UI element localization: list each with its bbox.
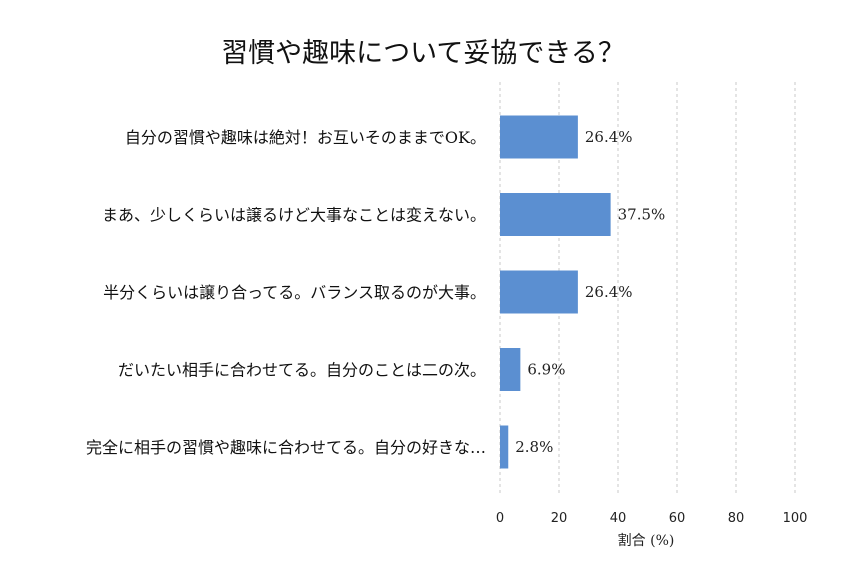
- value-label: 6.9%: [527, 361, 565, 379]
- x-axis-ticks: 0 20 40 60 80 100: [496, 511, 808, 526]
- bar: [500, 193, 611, 236]
- value-labels: 26.4% 37.5% 26.4% 6.9% 2.8%: [515, 128, 665, 456]
- category-label: だいたい相手に合わせてる。自分のことは二の次。: [118, 361, 486, 380]
- value-label: 37.5%: [618, 206, 666, 224]
- x-axis-label: 割合 (%): [618, 532, 675, 549]
- bar: [500, 270, 578, 314]
- bars: [500, 115, 611, 469]
- value-label: 26.4%: [585, 283, 633, 301]
- bar: [500, 115, 578, 159]
- category-label: 完全に相手の習慣や趣味に合わせてる。自分の好きな…: [86, 438, 486, 457]
- x-tick-label: 100: [783, 511, 808, 526]
- x-tick-label: 20: [551, 511, 568, 526]
- chart-title: 習慣や趣味について妥協できる？: [221, 38, 625, 69]
- x-tick-label: 0: [496, 511, 504, 526]
- x-tick-label: 40: [610, 511, 627, 526]
- bar: [500, 425, 509, 469]
- category-label: まあ、少しくらいは譲るけど大事なことは変えない。: [102, 206, 486, 225]
- value-label: 2.8%: [515, 438, 553, 456]
- x-tick-label: 80: [728, 511, 745, 526]
- category-labels: 自分の習慣や趣味は絶対！お互いそのままでOK。まあ、少しくらいは譲るけど大事なこ…: [86, 128, 486, 457]
- category-label: 半分くらいは譲り合ってる。バランス取るのが大事。: [103, 283, 486, 302]
- bar: [500, 348, 521, 391]
- x-tick-label: 60: [669, 511, 686, 526]
- value-label: 26.4%: [585, 128, 633, 146]
- category-label: 自分の習慣や趣味は絶対！お互いそのままでOK。: [125, 128, 486, 147]
